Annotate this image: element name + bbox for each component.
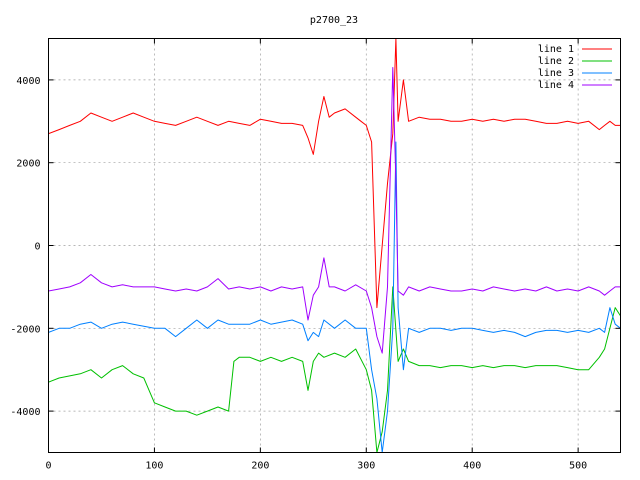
legend-label: line 1	[538, 44, 574, 55]
series-line-4	[48, 67, 621, 354]
legend-label: line 4	[538, 80, 574, 91]
y-tick-label: 4000	[16, 76, 40, 87]
grid	[48, 38, 621, 453]
x-tick-label: 500	[569, 461, 587, 472]
y-tick-label: 2000	[16, 159, 40, 170]
x-tick-label: 100	[145, 461, 163, 472]
x-tick-label: 0	[45, 461, 51, 472]
series-line-1	[48, 38, 621, 309]
y-tick-label: 0	[34, 242, 40, 253]
series-line-2	[48, 286, 621, 453]
chart-title: p2700_23	[310, 15, 358, 26]
legend-label: line 3	[538, 68, 574, 79]
axis-ticks: 0 100 200 300 400 500 -4000 -2000 0 2000 4000	[10, 38, 621, 472]
y-tick-label: -2000	[10, 324, 40, 335]
legend-label: line 2	[538, 56, 574, 67]
y-tick-label: -4000	[10, 407, 40, 418]
series-line-3	[48, 141, 621, 453]
x-tick-label: 200	[251, 461, 269, 472]
x-tick-label: 400	[463, 461, 481, 472]
series-layer	[48, 38, 621, 453]
x-tick-label: 300	[357, 461, 375, 472]
